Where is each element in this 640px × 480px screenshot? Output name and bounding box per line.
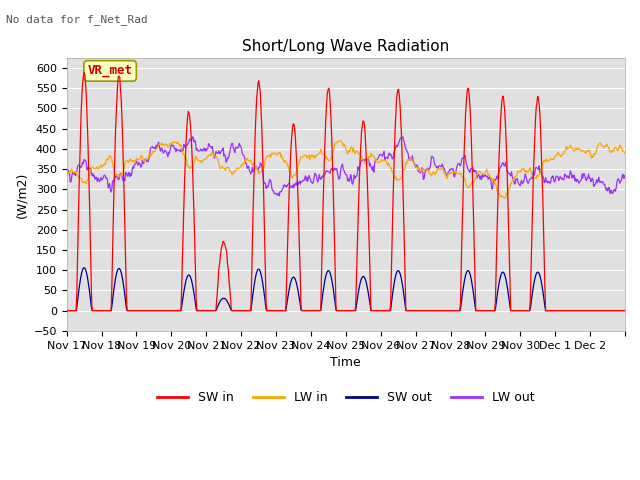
Text: No data for f_Net_Rad: No data for f_Net_Rad <box>6 14 148 25</box>
Legend: SW in, LW in, SW out, LW out: SW in, LW in, SW out, LW out <box>152 386 540 409</box>
X-axis label: Time: Time <box>330 356 361 369</box>
Title: Short/Long Wave Radiation: Short/Long Wave Radiation <box>242 39 449 54</box>
Text: VR_met: VR_met <box>88 64 132 77</box>
Y-axis label: (W/m2): (W/m2) <box>15 171 28 217</box>
